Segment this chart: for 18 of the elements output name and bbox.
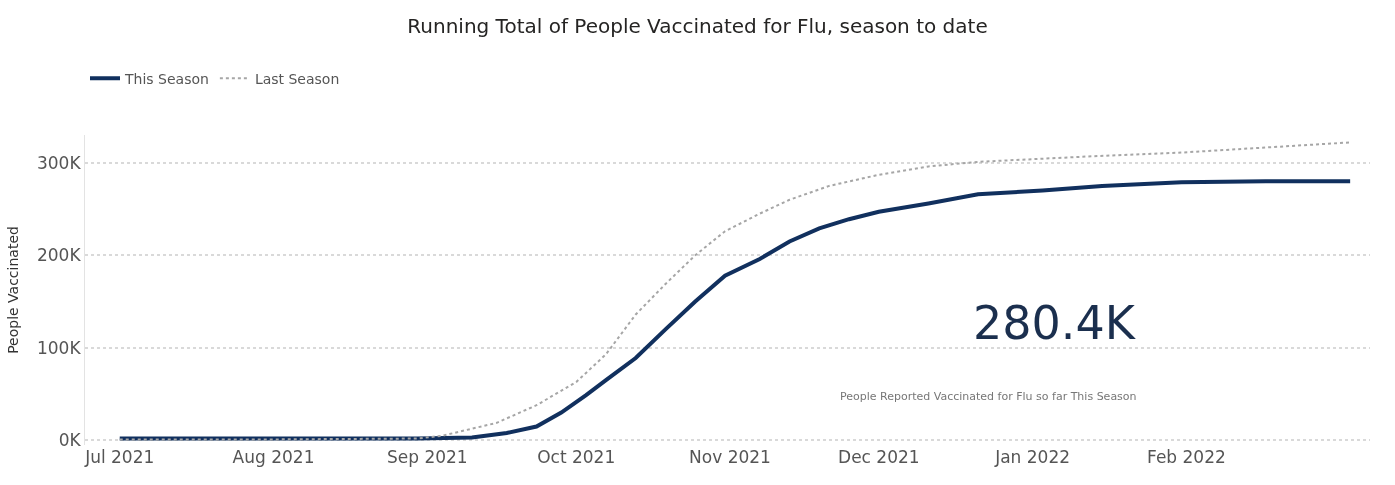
- legend-label: This Season: [124, 70, 209, 87]
- y-tick-label: 0K: [58, 430, 82, 451]
- annotation: 280.4K: [973, 296, 1137, 350]
- x-tick-label: Feb 2022: [1147, 447, 1226, 467]
- annotation: People Reported Vaccinated for Flu so far This Season: [840, 390, 1137, 403]
- y-axis-title: People Vaccinated: [4, 226, 21, 354]
- x-tick-label: Nov 2021: [689, 447, 771, 467]
- x-tick-label: Jan 2022: [994, 447, 1071, 467]
- x-tick-label: Oct 2021: [537, 447, 616, 467]
- x-tick-label: Sep 2021: [386, 447, 468, 467]
- x-tick-label: Aug 2021: [232, 447, 315, 467]
- y-tick-label: 200K: [36, 245, 82, 266]
- x-tick-label: Jul 2021: [84, 447, 155, 467]
- chart-title: Running Total of People Vaccinated for Flu, season to date: [407, 14, 988, 39]
- y-tick-label: 100K: [36, 337, 82, 358]
- y-tick-label: 300K: [36, 152, 82, 173]
- legend-label: Last Season: [254, 70, 340, 87]
- x-tick-label: Dec 2021: [838, 447, 920, 467]
